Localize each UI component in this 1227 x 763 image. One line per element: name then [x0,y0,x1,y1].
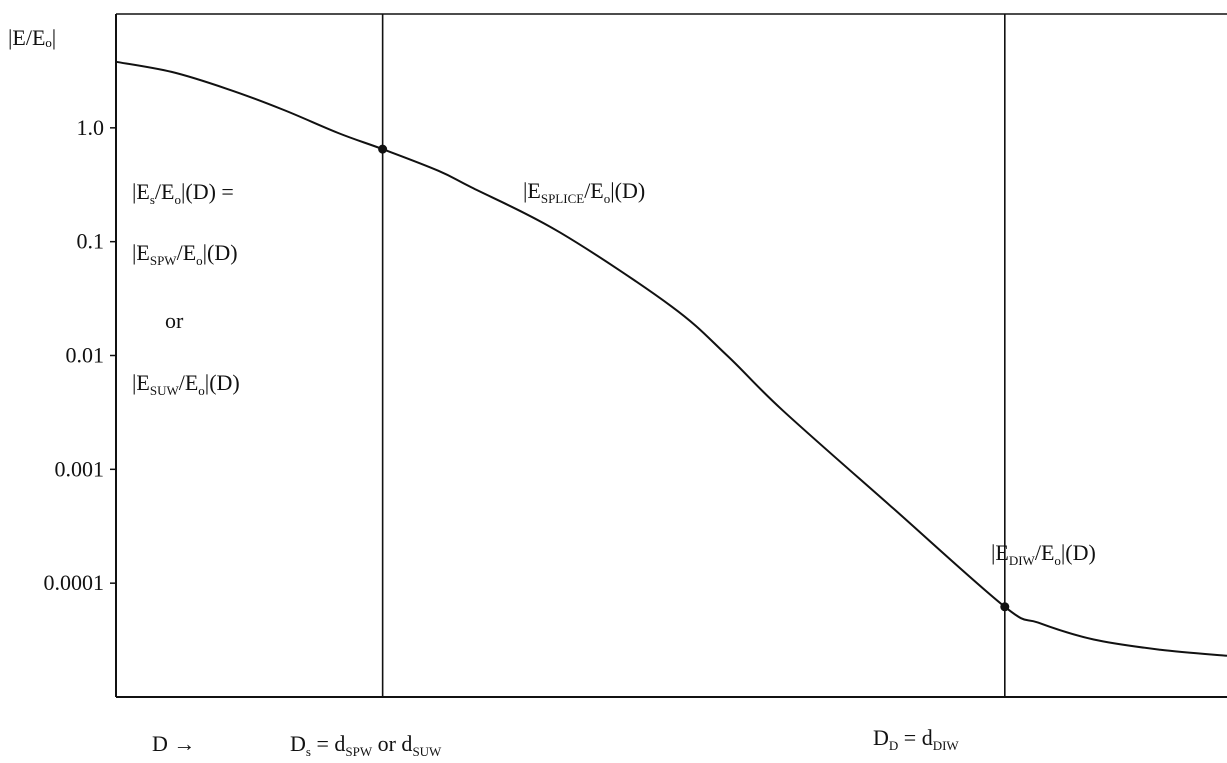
region-annotation: |ESPLICE/Eo|(D) [523,178,645,206]
boundary-label-subscript: SPW [345,744,372,759]
annotation-text: or [165,308,184,333]
annotation-text: |(D) [205,370,240,395]
annotation-text: |E [523,178,541,203]
y-tick-label: 0.1 [77,229,105,254]
annotation-subscript: o [174,192,181,207]
annotation-subscript: o [198,383,205,398]
boundary-point [1000,602,1010,612]
x-axis-label: D → [152,731,195,756]
annotation-subscript: o [196,253,203,268]
annotation-text: |E [132,179,150,204]
boundary-label: Ds = dSPW or dSUW [290,731,442,759]
annotation-subscript: DIW [1009,553,1036,568]
annotation-text: |E [991,540,1009,565]
annotation-text: |(D) [1061,540,1096,565]
boundary-label-text: or d [372,731,412,756]
annotation-text: |(D) = [181,179,234,204]
annotation-subscript: SUW [150,383,180,398]
boundary-label-text: D [873,725,889,750]
boundary-label-subscript: D [889,738,898,753]
boundary-label-text: D [290,731,306,756]
annotation-subscript: o [604,191,611,206]
annotation-text: |(D) [203,240,238,265]
field-curve [115,60,1227,657]
boundary-label: DD = dDIW [873,725,959,753]
region-annotation: |ESPW/Eo|(D) [132,240,238,268]
y-axis-label: |E/Eₒ| [8,25,56,50]
y-ticks: 1.0 0.1 0.01 0.001 0.0001 [44,115,116,595]
region-annotation: |ESUW/Eo|(D) [132,370,240,398]
annotation-subscript: o [1054,553,1061,568]
region-annotation: |Es/Eo|(D) = [132,179,234,207]
region-annotation: or [165,308,184,333]
annotation-text: |(D) [610,178,645,203]
annotation-text: /E [177,240,197,265]
boundary-point [378,144,388,154]
annotation-subscript: SPW [150,253,177,268]
region-boundaries [381,14,1006,697]
boundary-label-subscript: s [306,744,311,759]
annotation-text: /E [179,370,199,395]
annotation-subscript: SPLICE [541,191,584,206]
region-annotation: |EDIW/Eo|(D) [991,540,1096,568]
annotation-subscript: s [150,192,155,207]
y-tick-label: 1.0 [77,115,105,140]
annotation-text: /E [155,179,175,204]
annotation-text: /E [584,178,604,203]
y-tick-label: 0.001 [55,456,105,481]
boundary-label-text: = d [898,725,932,750]
boundary-label-subscript: DIW [933,738,960,753]
y-tick-label: 0.01 [66,343,105,368]
y-tick-label: 0.0001 [44,570,105,595]
boundary-points [378,144,1010,612]
boundary-label-text: = d [311,731,345,756]
boundary-label-subscript: SUW [412,744,442,759]
annotation-text: |E [132,370,150,395]
annotation-text: |E [132,240,150,265]
region-annotations: |Es/Eo|(D) =|ESPW/Eo|(D)or|ESUW/Eo|(D)|E… [132,178,1096,568]
annotation-text: /E [1035,540,1055,565]
